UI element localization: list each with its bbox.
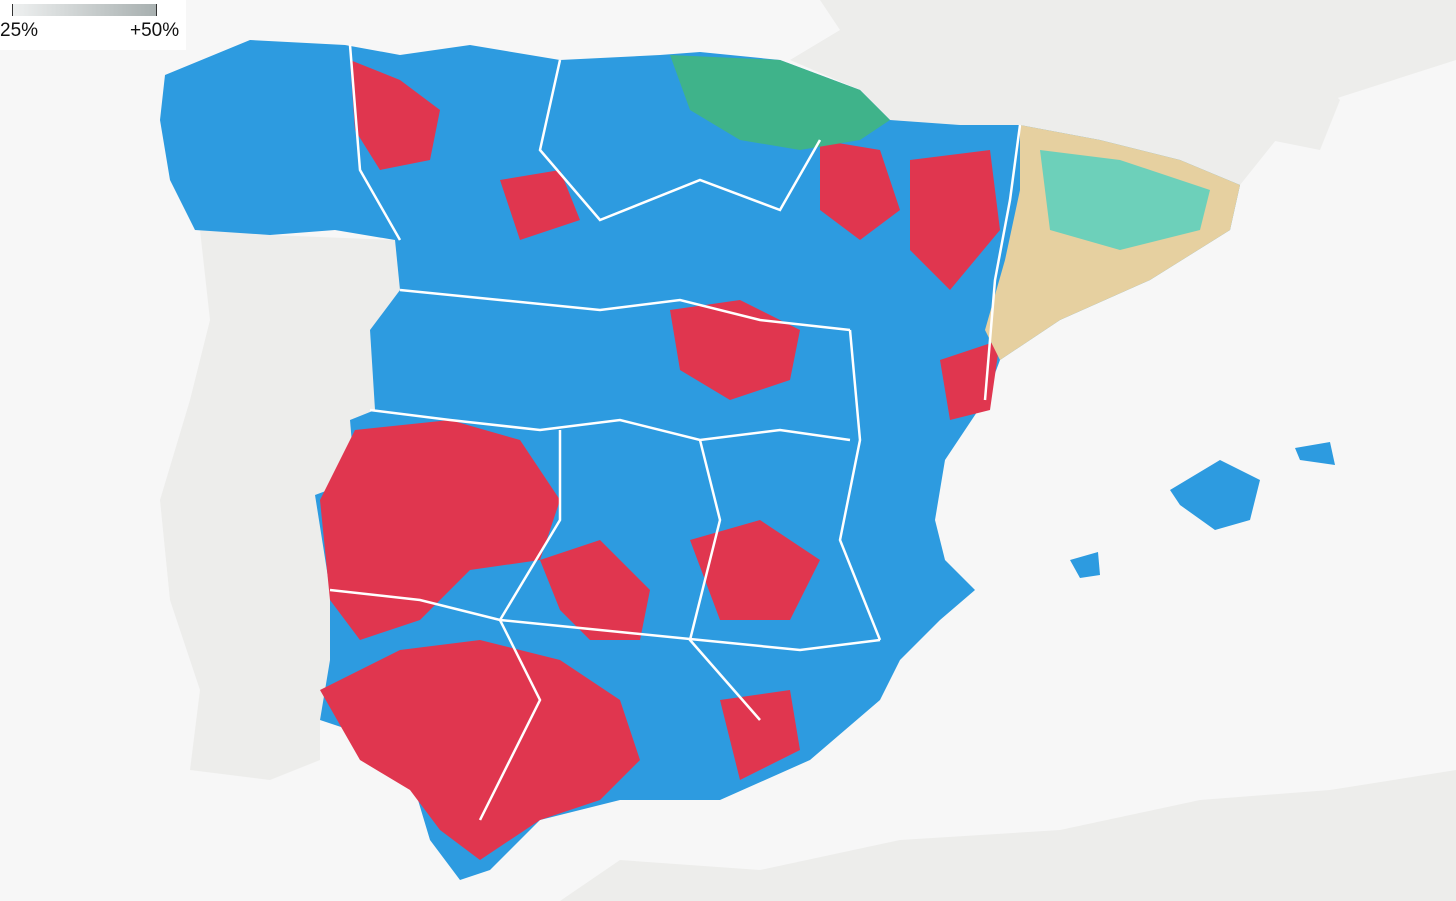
region bbox=[320, 420, 560, 640]
border bbox=[983, 124, 1022, 401]
region bbox=[820, 140, 900, 240]
neighbour-land bbox=[160, 0, 1456, 901]
region bbox=[540, 540, 650, 640]
ibiza bbox=[1070, 552, 1100, 578]
region bbox=[690, 520, 820, 620]
region bbox=[910, 150, 1000, 290]
mallorca bbox=[1170, 460, 1260, 530]
france bbox=[790, 0, 1456, 185]
region bbox=[670, 300, 800, 400]
region bbox=[720, 690, 800, 780]
menorca bbox=[1295, 442, 1335, 465]
border bbox=[478, 430, 562, 821]
border bbox=[369, 408, 851, 442]
region bbox=[500, 170, 580, 240]
border bbox=[838, 329, 882, 641]
border bbox=[538, 59, 822, 222]
border bbox=[688, 439, 761, 721]
red-areas bbox=[320, 60, 1000, 860]
border bbox=[329, 588, 881, 652]
border bbox=[348, 44, 402, 241]
legend-label: +50% bbox=[130, 20, 180, 41]
spain bbox=[160, 40, 1335, 880]
basque-region bbox=[670, 55, 890, 150]
islands bbox=[1070, 442, 1335, 578]
border bbox=[399, 288, 851, 332]
corsica bbox=[1240, 60, 1340, 150]
portugal bbox=[160, 230, 400, 780]
catalonia-region bbox=[1040, 150, 1210, 250]
legend-label: 25% bbox=[0, 20, 39, 41]
region bbox=[320, 640, 640, 860]
legend: 25% +50% bbox=[0, 0, 186, 50]
region bbox=[350, 60, 440, 170]
province-borders bbox=[329, 44, 1022, 821]
legend-gradient bbox=[12, 4, 157, 16]
north-africa bbox=[560, 770, 1456, 901]
